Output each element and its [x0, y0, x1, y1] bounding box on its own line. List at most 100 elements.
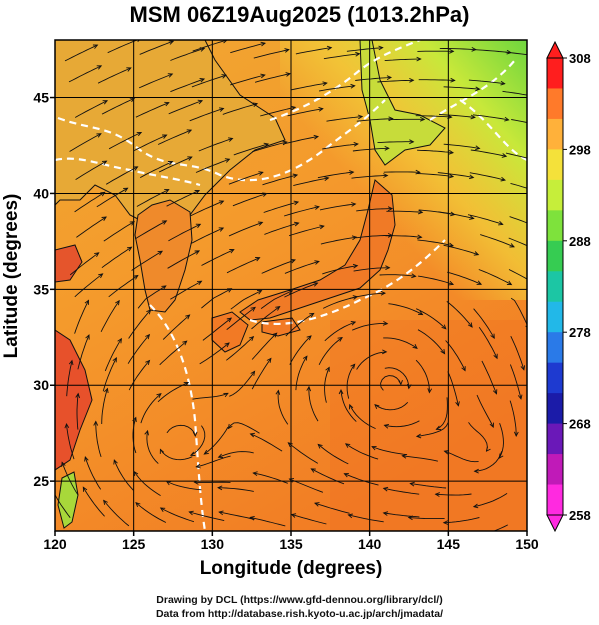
streamline [291, 82, 327, 91]
streamline [349, 404, 376, 430]
temperature-colorbar: 308 298 288 278 268 258 [546, 40, 591, 533]
korean-peninsula [134, 199, 193, 313]
streamline [318, 337, 343, 366]
streamline [226, 257, 260, 274]
streamline [230, 42, 266, 54]
streamline [443, 143, 480, 149]
streamline-arrow [409, 139, 415, 145]
streamline [443, 244, 479, 256]
streamline-arrow [249, 515, 255, 521]
streamline [288, 225, 324, 237]
colorbar-segment [547, 332, 563, 364]
lat-lon-grid [55, 40, 527, 531]
streamline-arrow [249, 432, 255, 438]
streamline-arrow [344, 443, 351, 448]
streamline-arrow [84, 299, 89, 305]
streamline [288, 442, 319, 464]
streamline [74, 273, 103, 298]
streamline [284, 282, 318, 298]
streamline [108, 131, 142, 150]
streamline [417, 329, 445, 354]
streamline [445, 340, 466, 371]
streamline [190, 425, 206, 456]
streamline [371, 446, 408, 456]
streamline-arrow [407, 515, 414, 521]
streamline [508, 237, 527, 247]
streamline-arrow [252, 102, 259, 107]
streamline-arrow [385, 265, 391, 271]
streamline [287, 108, 323, 117]
streamline-arrow [221, 74, 227, 79]
streamline [136, 189, 169, 207]
streamline [251, 332, 278, 360]
streamline-arrow [217, 485, 223, 491]
streamline-arrow [382, 349, 388, 355]
streamline-arrow [224, 158, 231, 163]
colorbar-segment [547, 423, 563, 455]
streamline [346, 364, 356, 399]
streamline [201, 288, 232, 309]
streamline-arrow [352, 263, 359, 269]
streamline [192, 392, 229, 400]
streamline-arrow [417, 209, 424, 215]
streamline-arrow [306, 335, 312, 341]
streamline [135, 502, 167, 523]
streamline [77, 334, 90, 370]
streamline-arrow [104, 387, 109, 394]
colorbar-segment [547, 88, 563, 120]
streamline-arrow [374, 404, 380, 409]
streamline-arrow [223, 40, 228, 44]
streamline-arrow [196, 280, 203, 286]
streamline-arrow [419, 116, 426, 122]
streamline-arrow [133, 166, 139, 171]
streamline-arrow [357, 114, 364, 120]
streamline-arrow [250, 370, 256, 376]
streamline [319, 203, 356, 211]
east-china-coast [55, 329, 93, 471]
streamline-arrow [293, 200, 300, 206]
streamline-arrow [227, 423, 233, 430]
streamline [384, 58, 421, 62]
streamline-arrow [470, 114, 476, 120]
streamline [103, 221, 135, 242]
streamline-arrow [302, 355, 308, 361]
streamline-arrow [228, 137, 234, 142]
streamline-arrow [539, 226, 544, 230]
streamline [254, 73, 291, 83]
streamline-arrow [542, 124, 546, 128]
streamline [66, 360, 73, 397]
streamline [416, 422, 449, 437]
streamline-arrow [218, 227, 225, 232]
streamline-arrow [493, 353, 498, 360]
streamline-arrow [319, 224, 325, 230]
streamline [222, 103, 258, 115]
streamline [135, 102, 169, 118]
streamline [510, 182, 527, 189]
streamline [159, 340, 187, 366]
streamline-arrow [288, 478, 295, 483]
streamline-arrow [257, 290, 263, 295]
streamline [195, 158, 230, 173]
streamline-arrow [287, 290, 294, 295]
streamline [356, 118, 393, 122]
streamline [415, 359, 430, 393]
streamline [196, 455, 231, 468]
colorbar-tick-label: 278 [569, 325, 591, 340]
streamline [226, 336, 254, 361]
temperature-contours [55, 40, 527, 531]
streamline-arrow [383, 424, 389, 429]
streamline-arrow [195, 463, 201, 469]
x-tick-label: 130 [201, 536, 225, 552]
streamline [103, 500, 130, 527]
streamline [498, 423, 504, 459]
colorbar-segment [547, 301, 563, 333]
streamline-arrow [435, 425, 441, 430]
streamline-arrow [337, 337, 343, 342]
streamline [326, 116, 363, 122]
streamline-arrow [475, 86, 481, 92]
streamline-arrow [292, 173, 299, 179]
streamline-arrow [187, 156, 193, 161]
streamline-arrow [96, 65, 103, 70]
streamline-arrow [472, 503, 479, 509]
streamline-arrow [192, 431, 198, 438]
